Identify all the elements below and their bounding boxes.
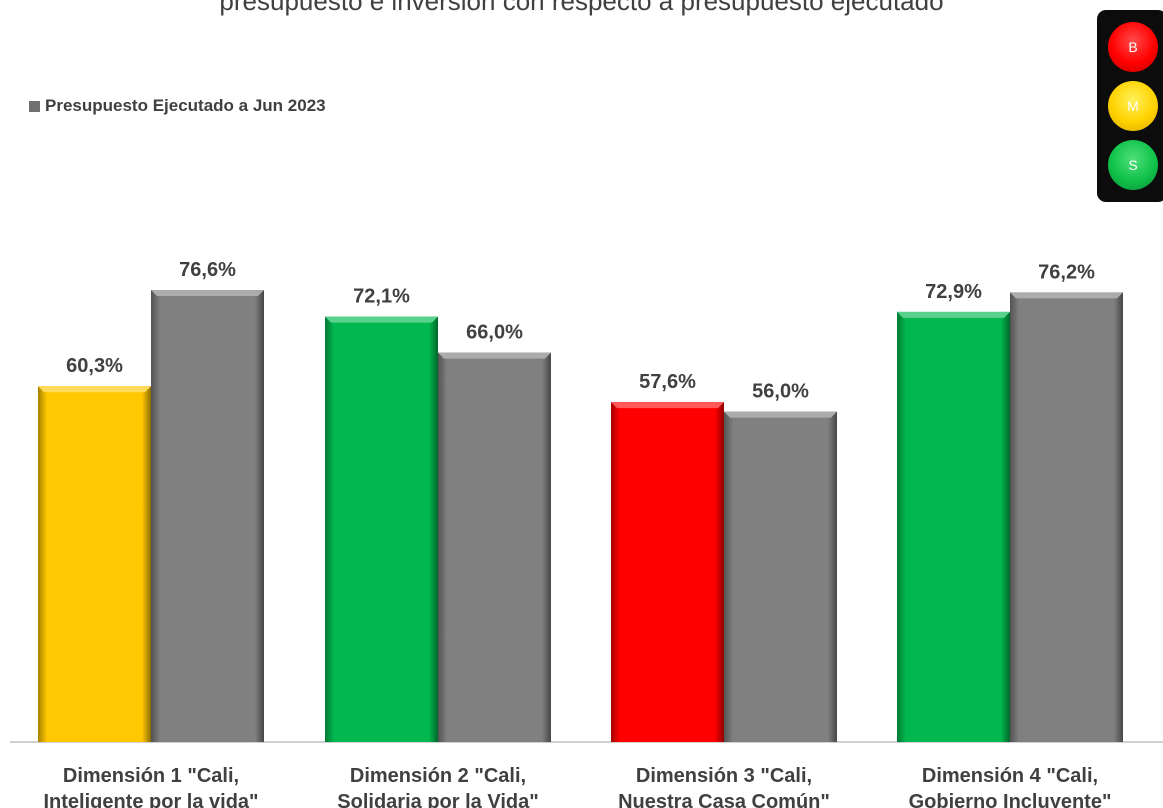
- data-label-s1-2: 72,1%: [353, 286, 410, 308]
- category-label-1-line-1: Dimensión 1 "Cali,: [63, 765, 239, 787]
- bar-top-s2-1: [151, 290, 264, 296]
- data-label-s2-2: 66,0%: [466, 322, 523, 344]
- category-label-3-line-1: Dimensión 3 "Cali,: [636, 765, 812, 787]
- category-label-1-line-2: Inteligente por la vida": [43, 791, 258, 808]
- bar-s1-1: [38, 386, 151, 742]
- category-label-2-line-2: Solidaria por la Vida": [337, 791, 538, 808]
- data-label-s1-1: 60,3%: [66, 355, 123, 377]
- data-label-s2-3: 56,0%: [752, 381, 809, 403]
- bar-s2-1: [151, 290, 264, 742]
- bar-top-s2-3: [724, 412, 837, 418]
- bar-top-s1-2: [325, 317, 438, 323]
- category-label-3-line-2: Nuestra Casa Común": [618, 791, 830, 808]
- bar-s2-2: [438, 353, 551, 742]
- bar-top-s2-4: [1010, 292, 1123, 298]
- data-label-s2-1: 76,6%: [179, 259, 236, 281]
- bar-s1-2: [325, 317, 438, 742]
- category-label-4-line-1: Dimensión 4 "Cali,: [922, 765, 1098, 787]
- data-label-s2-4: 76,2%: [1038, 261, 1095, 283]
- bar-top-s2-2: [438, 353, 551, 359]
- data-label-s1-4: 72,9%: [925, 281, 982, 303]
- bar-s2-3: [724, 412, 837, 742]
- bar-top-s1-1: [38, 386, 151, 392]
- category-label-4-line-2: Gobierno Incluyente": [909, 791, 1112, 808]
- bar-s1-3: [611, 402, 724, 742]
- bar-s2-4: [1010, 292, 1123, 742]
- category-label-2-line-1: Dimensión 2 "Cali,: [350, 765, 526, 787]
- bar-top-s1-4: [897, 312, 1010, 318]
- data-label-s1-3: 57,6%: [639, 371, 696, 393]
- bar-top-s1-3: [611, 402, 724, 408]
- bar-s1-4: [897, 312, 1010, 742]
